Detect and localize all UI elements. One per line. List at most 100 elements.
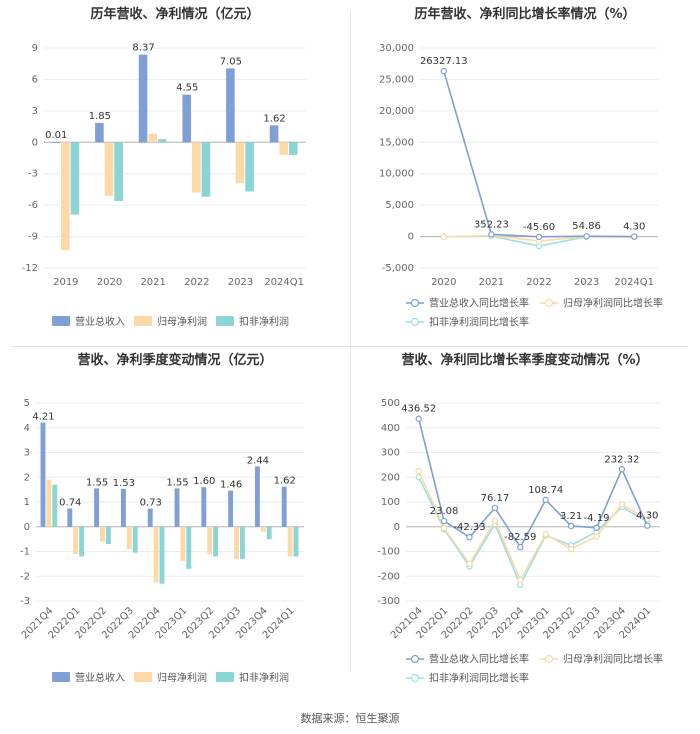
data-label: 4.21	[32, 412, 54, 423]
y-tick-label: 10,000	[379, 169, 414, 180]
bar	[201, 487, 207, 527]
data-label: 3.21	[560, 511, 582, 522]
data-point	[535, 233, 543, 241]
x-tick-label: 2023	[574, 277, 599, 288]
bar	[288, 142, 298, 155]
chart-title: 历年营收、净利同比增长率情况（%）	[414, 6, 635, 22]
y-tick-label: 3	[32, 106, 38, 117]
bar	[126, 526, 132, 550]
bar	[105, 526, 111, 545]
x-tick-label: 2024Q1	[264, 277, 304, 288]
bar	[61, 142, 70, 251]
legend-marker	[410, 298, 420, 308]
y-tick-label: -12	[22, 263, 38, 274]
data-point	[491, 517, 499, 524]
bar	[46, 479, 52, 527]
y-tick-label: 200	[381, 472, 400, 483]
data-label: -42.33	[453, 522, 485, 533]
bar	[213, 526, 219, 557]
y-tick-label: 3	[24, 448, 30, 459]
data-label: 1.46	[220, 480, 242, 491]
legend-swatch	[216, 316, 234, 326]
y-tick-label: 20,000	[379, 106, 414, 117]
data-label: 8.37	[132, 43, 154, 54]
data-point	[440, 517, 448, 525]
bar	[73, 526, 79, 554]
y-tick-label: 0	[24, 522, 30, 533]
data-label: 1.55	[166, 477, 188, 488]
legend-label: 营业总收入同比增长率	[429, 297, 529, 310]
legend-label: 归母净利润	[157, 671, 207, 684]
data-point	[567, 522, 575, 530]
bar	[226, 68, 235, 143]
bar	[114, 142, 123, 201]
chart-title: 营收、净利同比增长率季度变动情况（%）	[401, 352, 648, 368]
data-label: 2.44	[247, 455, 269, 466]
data-label: 4.30	[623, 222, 645, 233]
y-tick-label: -9	[28, 232, 38, 243]
bar	[192, 142, 201, 193]
series-line	[417, 470, 648, 582]
bar	[186, 526, 192, 569]
data-label: 54.86	[572, 221, 601, 232]
vertical-divider	[350, 12, 351, 672]
data-point	[440, 233, 448, 241]
series-line	[443, 70, 635, 238]
legend-label: 扣非净利润	[239, 671, 289, 684]
data-label: 1.60	[193, 476, 215, 487]
y-tick-label: -3	[28, 169, 38, 180]
legend-label: 扣非净利润同比增长率	[429, 672, 529, 685]
bar	[228, 490, 234, 527]
data-label: 76.17	[481, 493, 510, 504]
y-tick-label: 2	[24, 472, 30, 483]
y-tick-label: 9	[32, 43, 38, 54]
data-label: 0.73	[140, 498, 162, 509]
y-tick-label: -3	[20, 596, 30, 607]
x-tick-label: 2024Q1	[614, 277, 654, 288]
data-point	[415, 467, 422, 475]
legend-label: 营业总收入	[75, 315, 125, 328]
data-point	[593, 524, 600, 531]
data-label: 108.74	[528, 485, 563, 496]
bar	[94, 488, 100, 527]
data-point	[440, 67, 448, 75]
y-tick-label: -300	[377, 596, 400, 607]
y-tick-label: 0	[408, 232, 414, 243]
y-tick-label: 5,000	[385, 200, 414, 211]
bar	[120, 488, 126, 527]
y-tick-label: -1	[20, 547, 30, 558]
legend-label: 扣非净利润同比增长率	[429, 316, 529, 329]
y-tick-label: 100	[381, 497, 400, 508]
y-tick-label: 6	[32, 74, 38, 85]
legend-swatch	[134, 316, 152, 326]
legend-label: 归母净利润同比增长率	[563, 653, 663, 666]
bar	[281, 486, 287, 527]
legend-label: 归母净利润同比增长率	[563, 297, 663, 310]
legend-swatch	[52, 316, 70, 326]
bar	[51, 142, 61, 143]
x-tick-label: 2022	[526, 277, 551, 288]
bar	[201, 142, 211, 197]
y-tick-label: 400	[381, 423, 400, 434]
bar	[132, 526, 138, 553]
bar	[245, 142, 254, 192]
x-tick-label: 2023	[228, 277, 253, 288]
y-tick-label: -2	[20, 571, 30, 582]
data-point	[440, 524, 448, 532]
legend-label: 归母净利润	[157, 315, 207, 328]
data-label: -45.60	[523, 222, 555, 233]
x-tick-label: 2019	[53, 277, 78, 288]
data-point	[567, 545, 575, 553]
bar	[104, 142, 114, 196]
y-tick-label: 0	[394, 522, 400, 533]
y-tick-label: -6	[28, 200, 38, 211]
chart-title: 历年营收、净利情况（亿元）	[90, 6, 259, 22]
data-label: 352.23	[474, 219, 509, 230]
data-label: 436.52	[401, 404, 436, 415]
legend-label: 扣非净利润	[239, 315, 289, 328]
bar	[153, 526, 159, 583]
bar	[239, 526, 245, 559]
bar	[260, 526, 266, 532]
data-label: 4.30	[636, 511, 658, 522]
